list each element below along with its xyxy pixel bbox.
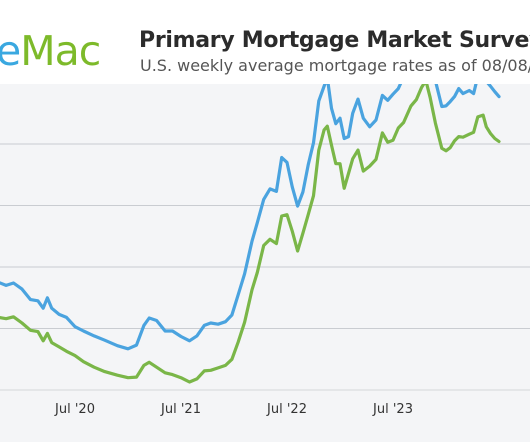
logo-text-part1: e <box>0 27 21 75</box>
x-tick-label: Jul '21 <box>160 402 201 417</box>
x-tick-label: Jul '20 <box>54 402 95 417</box>
x-tick-labels: Jul '20 Jul '21 Jul '22 Jul '23 <box>54 402 413 417</box>
series-lines <box>0 84 501 384</box>
line-series_15yr[interactable] <box>0 84 501 384</box>
freddie-mac-logo[interactable]: eMac <box>0 26 101 76</box>
chart-title-text: Primary Mortgage Market Survey <box>139 28 530 53</box>
chart-header: eMac Primary Mortgage Market Survey® U.S… <box>0 0 530 84</box>
logo-text-part2: Mac <box>20 27 101 75</box>
chart-subtitle: U.S. weekly average mortgage rates as of… <box>140 56 530 75</box>
chart-title: Primary Mortgage Market Survey® <box>139 19 530 55</box>
grid-lines <box>0 143 530 329</box>
x-tick-label: Jul '23 <box>372 402 413 417</box>
mortgage-rate-chart: Jul '20 Jul '21 Jul '22 Jul '23 <box>0 84 530 417</box>
plot-area: Jul '20 Jul '21 Jul '22 Jul '23 <box>0 84 530 442</box>
x-tick-label: Jul '22 <box>266 402 307 417</box>
line-series_30yr[interactable] <box>0 84 501 351</box>
